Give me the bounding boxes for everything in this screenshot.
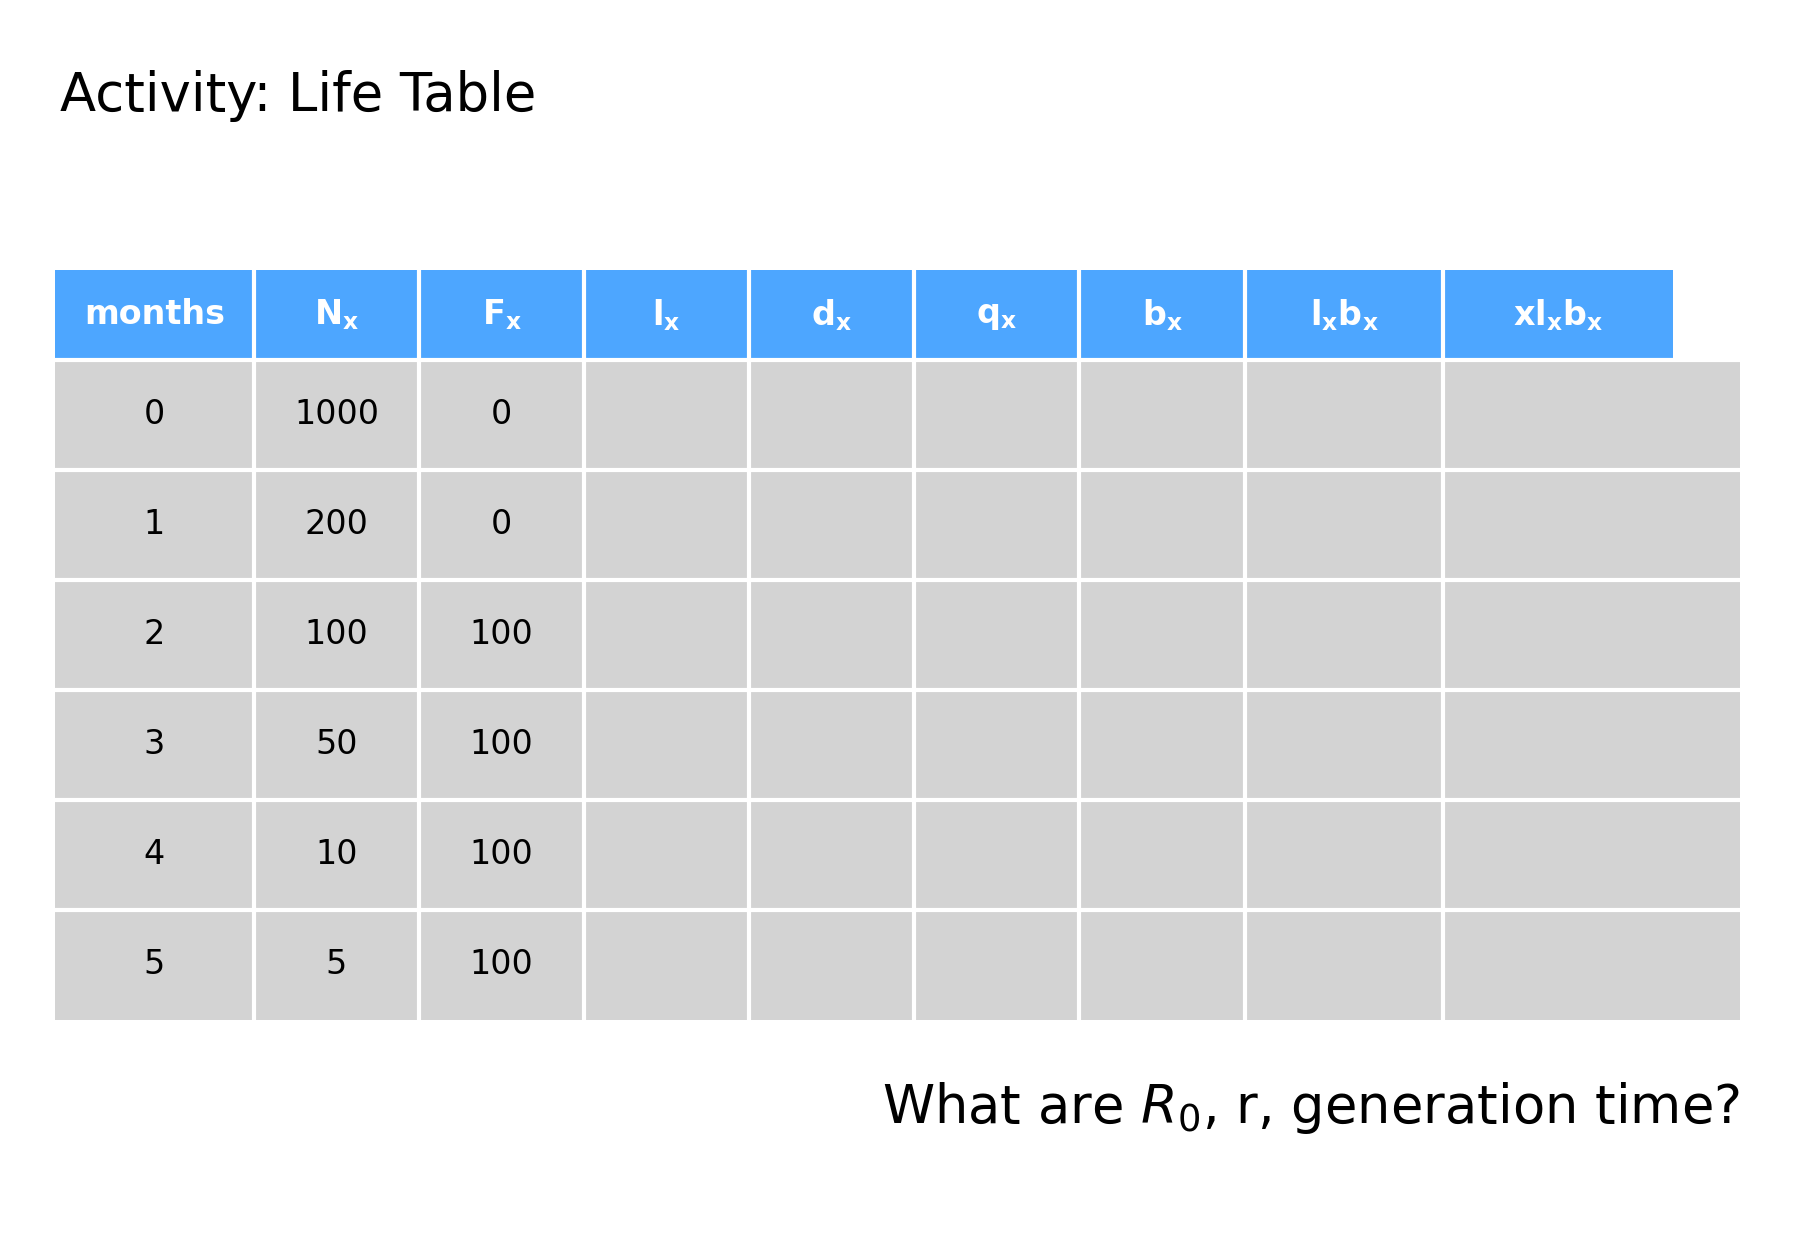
Text: 0: 0 — [492, 509, 511, 541]
Text: 100: 100 — [470, 729, 533, 761]
Text: $\mathbf{xl_xb_x}$: $\mathbf{xl_xb_x}$ — [1512, 297, 1604, 333]
Text: 100: 100 — [470, 838, 533, 872]
Text: 5: 5 — [327, 948, 346, 982]
Text: $\mathbf{l_xb_x}$: $\mathbf{l_xb_x}$ — [1310, 297, 1378, 333]
Text: $\mathbf{F_x}$: $\mathbf{F_x}$ — [481, 297, 522, 332]
Bar — [1245, 270, 1444, 360]
Text: 5: 5 — [144, 948, 165, 982]
Bar — [56, 690, 1740, 800]
Text: $\mathbf{q_x}$: $\mathbf{q_x}$ — [976, 299, 1017, 331]
Bar — [56, 470, 1740, 580]
Text: 0: 0 — [492, 398, 511, 432]
Text: $\mathbf{d_x}$: $\mathbf{d_x}$ — [811, 297, 852, 333]
Text: $\mathbf{b_x}$: $\mathbf{b_x}$ — [1141, 297, 1182, 333]
Bar — [56, 270, 253, 360]
Text: 4: 4 — [144, 838, 165, 872]
Text: 0: 0 — [144, 398, 165, 432]
Bar — [253, 270, 420, 360]
Bar — [56, 580, 1740, 690]
Text: 1000: 1000 — [294, 398, 379, 432]
Text: 2: 2 — [144, 618, 165, 652]
Bar — [420, 270, 585, 360]
Bar — [915, 270, 1080, 360]
Text: 200: 200 — [305, 509, 368, 541]
Bar — [56, 800, 1740, 911]
Text: 100: 100 — [470, 618, 533, 652]
Bar — [56, 360, 1740, 470]
Text: $\mathbf{N_x}$: $\mathbf{N_x}$ — [314, 297, 359, 332]
Text: 10: 10 — [316, 838, 357, 872]
Bar — [750, 270, 915, 360]
Text: $\mathbf{l_x}$: $\mathbf{l_x}$ — [653, 297, 682, 333]
Text: 100: 100 — [305, 618, 368, 652]
Bar — [1444, 270, 1672, 360]
Bar — [1080, 270, 1245, 360]
Text: 50: 50 — [316, 729, 357, 761]
Text: 3: 3 — [144, 729, 165, 761]
Bar — [585, 270, 750, 360]
Bar — [56, 911, 1740, 1020]
Text: months: months — [84, 299, 224, 331]
Text: 100: 100 — [470, 948, 533, 982]
Text: What are $R_0$, r, generation time?: What are $R_0$, r, generation time? — [883, 1080, 1740, 1136]
Text: Activity: Life Table: Activity: Life Table — [59, 70, 536, 122]
Text: 1: 1 — [144, 509, 165, 541]
